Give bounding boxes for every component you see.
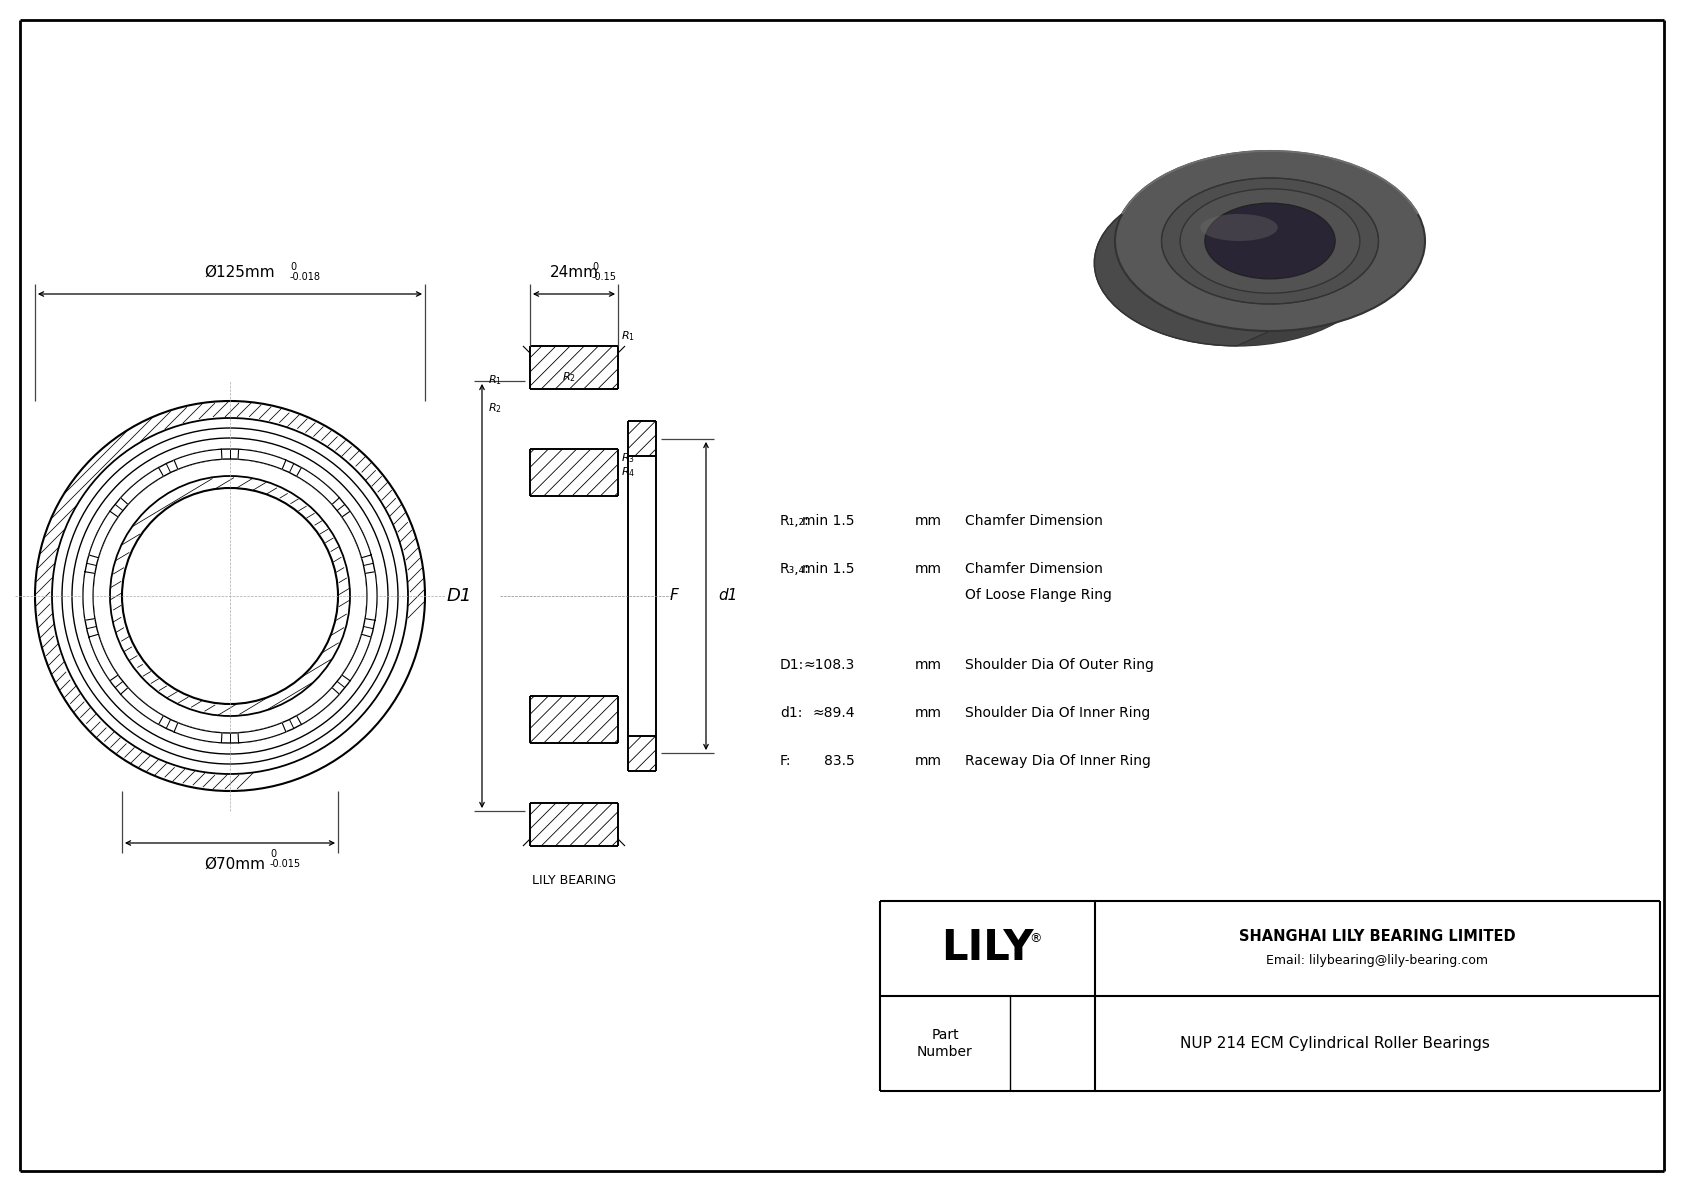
Text: F: F — [670, 588, 679, 604]
Polygon shape — [83, 572, 94, 621]
Text: min 1.5: min 1.5 — [803, 562, 855, 576]
Ellipse shape — [1095, 180, 1379, 345]
Polygon shape — [342, 635, 370, 681]
Text: 0: 0 — [269, 849, 276, 859]
Text: Of Loose Flange Ring: Of Loose Flange Ring — [965, 588, 1111, 603]
Ellipse shape — [1201, 214, 1278, 241]
Bar — [530, 347, 618, 389]
Text: $R_1$: $R_1$ — [621, 329, 635, 343]
Text: mm: mm — [914, 706, 941, 721]
Polygon shape — [237, 449, 286, 469]
Bar — [628, 420, 657, 456]
Polygon shape — [342, 511, 370, 557]
Polygon shape — [365, 572, 377, 621]
Polygon shape — [237, 723, 286, 743]
Text: mm: mm — [914, 562, 941, 576]
Text: $R_1$: $R_1$ — [488, 373, 502, 387]
Bar — [628, 736, 657, 771]
Text: LILY BEARING: LILY BEARING — [532, 874, 616, 887]
Polygon shape — [296, 687, 340, 724]
Text: mm: mm — [914, 515, 941, 528]
Text: 0: 0 — [290, 262, 296, 272]
Text: Chamfer Dimension: Chamfer Dimension — [965, 562, 1103, 576]
Text: Ø125mm: Ø125mm — [205, 266, 274, 280]
Text: -0.018: -0.018 — [290, 272, 322, 282]
Text: d1: d1 — [717, 588, 738, 604]
Text: Raceway Dia Of Inner Ring: Raceway Dia Of Inner Ring — [965, 754, 1150, 768]
Text: ≈89.4: ≈89.4 — [812, 706, 855, 721]
Ellipse shape — [1115, 151, 1425, 331]
Bar — [530, 449, 618, 495]
Text: d1:: d1: — [780, 706, 802, 721]
Polygon shape — [121, 687, 163, 724]
Text: -0.015: -0.015 — [269, 859, 301, 869]
Ellipse shape — [1162, 177, 1379, 304]
Text: min 1.5: min 1.5 — [803, 515, 855, 528]
Text: Email: lilybearing@lily-bearing.com: Email: lilybearing@lily-bearing.com — [1266, 954, 1489, 967]
Text: R₃,₄:: R₃,₄: — [780, 562, 810, 576]
Text: R₁,₂:: R₁,₂: — [780, 515, 810, 528]
Polygon shape — [173, 723, 222, 743]
Polygon shape — [89, 635, 118, 681]
Text: SHANGHAI LILY BEARING LIMITED: SHANGHAI LILY BEARING LIMITED — [1239, 929, 1516, 944]
Ellipse shape — [1180, 189, 1361, 293]
Text: Shoulder Dia Of Inner Ring: Shoulder Dia Of Inner Ring — [965, 706, 1150, 721]
Text: $R_2$: $R_2$ — [562, 370, 576, 384]
Text: $R_2$: $R_2$ — [488, 401, 502, 414]
Text: 24mm: 24mm — [549, 266, 598, 280]
Text: D1:: D1: — [780, 657, 805, 672]
Bar — [530, 803, 618, 846]
Text: 0: 0 — [593, 262, 598, 272]
Polygon shape — [1238, 151, 1425, 345]
Text: Part
Number: Part Number — [918, 1028, 973, 1059]
Polygon shape — [121, 468, 163, 505]
Text: ®: ® — [1029, 933, 1042, 944]
Text: NUP 214 ECM Cylindrical Roller Bearings: NUP 214 ECM Cylindrical Roller Bearings — [1180, 1036, 1490, 1050]
Text: ≈108.3: ≈108.3 — [803, 657, 855, 672]
Polygon shape — [89, 511, 118, 557]
Text: LILY: LILY — [941, 928, 1034, 969]
Polygon shape — [296, 468, 340, 505]
Bar — [530, 696, 618, 743]
Text: -0.15: -0.15 — [593, 272, 616, 282]
Text: 83.5: 83.5 — [823, 754, 855, 768]
Polygon shape — [173, 449, 222, 469]
Polygon shape — [1095, 151, 1270, 345]
Text: mm: mm — [914, 657, 941, 672]
Text: Shoulder Dia Of Outer Ring: Shoulder Dia Of Outer Ring — [965, 657, 1154, 672]
Text: Ø70mm: Ø70mm — [204, 858, 266, 872]
Ellipse shape — [1204, 204, 1335, 279]
Text: mm: mm — [914, 754, 941, 768]
Text: $R_3$: $R_3$ — [621, 451, 635, 464]
Text: $R_4$: $R_4$ — [621, 464, 635, 479]
Text: D1: D1 — [446, 587, 472, 605]
Text: F:: F: — [780, 754, 791, 768]
Text: Chamfer Dimension: Chamfer Dimension — [965, 515, 1103, 528]
